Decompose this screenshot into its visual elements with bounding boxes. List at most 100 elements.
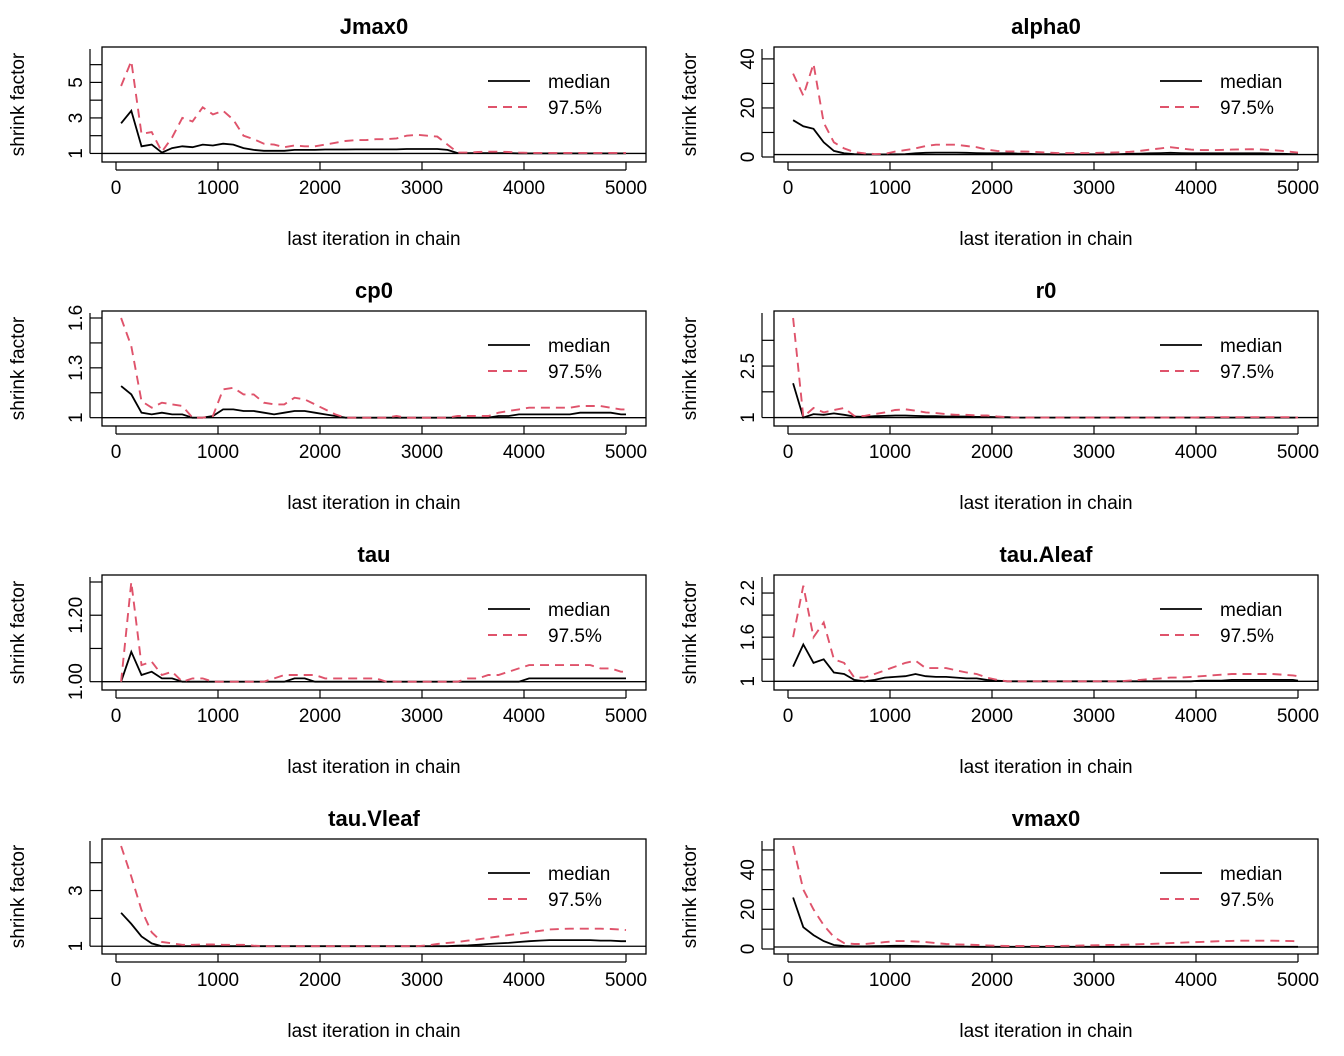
y-tick-label: 40 [738, 859, 759, 880]
x-tick-label: 3000 [401, 706, 443, 727]
panel-title: vmax0 [1012, 806, 1081, 831]
x-axis-label: last iteration in chain [287, 229, 460, 250]
y-tick-label: 5 [66, 77, 87, 88]
plot-frame [101, 46, 647, 163]
upper-97-5-line [120, 845, 627, 948]
y-axis-label: shrink factor [680, 316, 701, 420]
y-tick-label: 1.3 [66, 355, 87, 381]
x-axis-label: last iteration in chain [287, 757, 460, 778]
x-tick-label: 1000 [869, 442, 911, 463]
x-tick-label: 1000 [869, 970, 911, 991]
y-tick-label: 1 [738, 412, 759, 423]
x-tick-label: 3000 [1073, 970, 1115, 991]
legend-median-label: median [548, 72, 610, 93]
panel-title: Jmax0 [340, 14, 409, 39]
x-tick-label: 1000 [869, 178, 911, 199]
legend-97-5-label: 97.5% [548, 626, 602, 647]
plot-frame [773, 310, 1319, 427]
y-tick-label: 40 [738, 48, 759, 69]
x-tick-label: 3000 [401, 970, 443, 991]
y-axis-label: shrink factor [680, 844, 701, 948]
y-axis-label: shrink factor [8, 316, 29, 420]
x-tick-label: 4000 [1175, 178, 1217, 199]
legend-median-label: median [1220, 600, 1282, 621]
y-tick-label: 0 [738, 152, 759, 163]
x-tick-label: 5000 [605, 970, 647, 991]
x-tick-label: 3000 [1073, 706, 1115, 727]
x-tick-label: 0 [783, 442, 794, 463]
y-tick-label: 1 [738, 676, 759, 687]
median-line [120, 385, 626, 419]
y-tick-label: 20 [738, 97, 759, 118]
x-tick-label: 1000 [197, 178, 239, 199]
x-tick-label: 5000 [605, 442, 647, 463]
plot-frame [101, 310, 647, 427]
x-axis-label: last iteration in chain [287, 1021, 460, 1042]
x-tick-label: 2000 [971, 442, 1013, 463]
x-tick-label: 3000 [401, 178, 443, 199]
x-tick-label: 2000 [299, 178, 341, 199]
panel-title: r0 [1036, 278, 1057, 303]
x-tick-label: 2000 [971, 178, 1013, 199]
plot-frame [773, 46, 1319, 163]
legend-97-5-label: 97.5% [1220, 890, 1274, 911]
x-tick-label: 5000 [1277, 442, 1319, 463]
legend-97-5-label: 97.5% [1220, 98, 1274, 119]
panel-alpha0: alpha0 0 1000 2000 3000 4000 5000 0 20 40 last ite… [680, 14, 1319, 250]
legend-median-label: median [1220, 336, 1282, 357]
panel-vmax0: vmax0 0 1000 2000 3000 4000 5000 0 20 40 last iter… [680, 806, 1319, 1042]
upper-97-5-line [120, 581, 626, 683]
x-tick-label: 4000 [1175, 442, 1217, 463]
panel-r0: r0 0 1000 2000 3000 4000 5000 1 2.5 last iteratio… [680, 278, 1319, 514]
median-line [792, 642, 1299, 683]
y-tick-label: 1.6 [738, 624, 759, 650]
x-tick-label: 4000 [503, 706, 545, 727]
x-tick-label: 4000 [503, 970, 545, 991]
upper-97-5-line [792, 63, 1299, 156]
y-tick-label: 3 [66, 885, 87, 896]
panel-title: tau [358, 542, 391, 567]
upper-97-5-line [792, 585, 1299, 683]
y-tick-label: 1 [66, 941, 87, 952]
y-axis-label: shrink factor [8, 580, 29, 684]
x-tick-label: 4000 [503, 178, 545, 199]
legend-97-5-label: 97.5% [548, 890, 602, 911]
y-tick-label: 0 [738, 944, 759, 955]
x-tick-label: 4000 [1175, 970, 1217, 991]
panel-title: tau.Aleaf [1000, 542, 1094, 567]
x-tick-label: 5000 [1277, 706, 1319, 727]
y-axis-label: shrink factor [8, 52, 29, 156]
upper-97-5-line [120, 317, 626, 419]
panel-title: tau.Vleaf [328, 806, 420, 831]
panel-tau-aleaf: tau.Aleaf 0 1000 2000 3000 4000 5000 1 1.6 2.2 las… [680, 542, 1319, 778]
panel-tau-vleaf: tau.Vleaf 0 1000 2000 3000 4000 5000 1 3 last ite… [8, 806, 647, 1042]
y-axis-label: shrink factor [680, 580, 701, 684]
legend-97-5-label: 97.5% [548, 98, 602, 119]
y-tick-label: 2.5 [738, 353, 759, 379]
y-tick-label: 20 [738, 899, 759, 920]
upper-97-5-line [792, 317, 1299, 419]
median-line [792, 382, 1298, 419]
y-axis-label: shrink factor [8, 844, 29, 948]
x-tick-label: 0 [111, 706, 122, 727]
x-tick-label: 0 [111, 442, 122, 463]
x-tick-label: 2000 [299, 706, 341, 727]
panel-title: cp0 [355, 278, 393, 303]
upper-97-5-line [120, 57, 626, 154]
median-line [120, 649, 626, 683]
x-tick-label: 3000 [401, 442, 443, 463]
legend-median-label: median [548, 864, 610, 885]
x-tick-label: 2000 [971, 706, 1013, 727]
x-tick-label: 1000 [197, 706, 239, 727]
x-axis-label: last iteration in chain [959, 1021, 1132, 1042]
x-tick-label: 1000 [869, 706, 911, 727]
legend-97-5-label: 97.5% [1220, 626, 1274, 647]
legend-median-label: median [548, 336, 610, 357]
x-tick-label: 1000 [197, 442, 239, 463]
x-tick-label: 0 [111, 178, 122, 199]
panel-jmax0: Jmax0 0 1000 2000 3000 4000 5000 1 3 5 last iterat… [8, 14, 647, 250]
x-tick-label: 1000 [197, 970, 239, 991]
x-tick-label: 0 [783, 178, 794, 199]
x-axis-label: last iteration in chain [287, 493, 460, 514]
